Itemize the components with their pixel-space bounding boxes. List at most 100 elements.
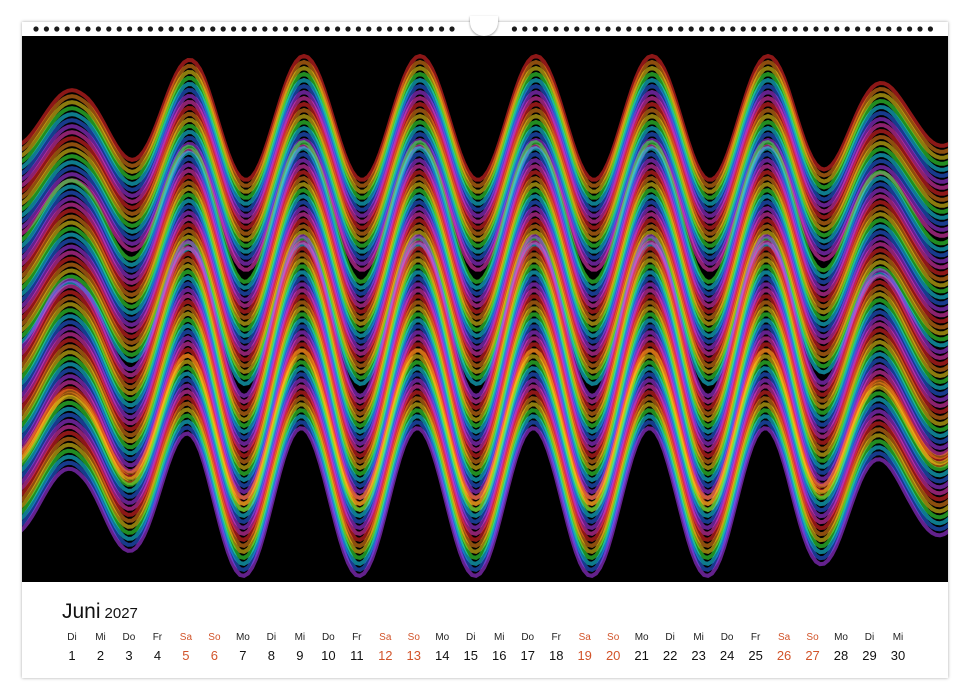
binding-loop xyxy=(189,26,195,32)
binding-loop xyxy=(761,26,767,32)
weekday-label: Mi xyxy=(892,632,904,643)
binding-loop xyxy=(730,26,736,32)
month-calendar: Juni 2027 Di 1 Mi 2 Do 3 Fr 4 Sa 5 So 6 Mo 7 Di 8 Mi 9 Do 10… xyxy=(22,582,948,678)
binding-loop xyxy=(231,26,237,32)
binding-loop xyxy=(418,26,424,32)
binding-loop xyxy=(262,26,268,32)
binding-loop xyxy=(33,26,39,32)
day-cell: Sa 5 xyxy=(172,630,200,666)
binding-loop xyxy=(553,26,559,32)
day-cell: Sa 19 xyxy=(571,630,599,666)
binding-loop xyxy=(574,26,580,32)
weekday-label: Fr xyxy=(152,632,163,643)
weekday-label: Mi xyxy=(493,632,505,643)
binding-loop xyxy=(626,26,632,32)
day-cell: Do 10 xyxy=(314,630,342,666)
day-cell: So 6 xyxy=(200,630,228,666)
day-number: 12 xyxy=(378,648,393,663)
light-wave-artwork xyxy=(22,53,948,579)
binding-loop xyxy=(43,26,49,32)
binding-loop xyxy=(855,26,861,32)
binding-loop xyxy=(532,26,538,32)
binding-loop xyxy=(283,26,289,32)
weekday-label: Mo xyxy=(634,632,649,643)
weekday-label: Do xyxy=(521,632,535,643)
binding-loop xyxy=(595,26,601,32)
binding-loop xyxy=(813,26,819,32)
binding-loop xyxy=(543,26,549,32)
binding-loop xyxy=(834,26,840,32)
weekday-label: Do xyxy=(720,632,734,643)
binding-loop xyxy=(844,26,850,32)
day-cell: So 27 xyxy=(799,630,827,666)
day-number: 14 xyxy=(435,648,450,663)
binding-loop xyxy=(335,26,341,32)
binding-loop xyxy=(314,26,320,32)
day-cell: Fr 25 xyxy=(742,630,770,666)
day-number: 11 xyxy=(350,648,364,663)
weekday-label: Di xyxy=(266,632,277,643)
day-cell: Di 29 xyxy=(856,630,884,666)
weekday-label: Mo xyxy=(834,632,848,643)
binding-loop xyxy=(740,26,746,32)
binding-loop xyxy=(667,26,674,32)
binding-loop xyxy=(355,26,361,32)
day-cell: Di 22 xyxy=(656,630,684,666)
binding-loop xyxy=(54,26,60,32)
day-number: 5 xyxy=(182,648,190,663)
day-cell: Mi 2 xyxy=(86,630,114,666)
weekday-label: Fr xyxy=(551,632,561,643)
binding-loops xyxy=(33,26,934,32)
binding-loop xyxy=(647,26,653,32)
binding-loop xyxy=(106,26,112,32)
binding-loop xyxy=(688,26,694,32)
day-number: 7 xyxy=(239,648,247,663)
day-number: 2 xyxy=(96,648,105,663)
binding-loop xyxy=(75,26,81,32)
binding-loop xyxy=(199,26,205,32)
day-cell: Di 1 xyxy=(58,630,86,666)
weekday-label: Mi xyxy=(95,632,106,643)
binding-loop xyxy=(782,26,788,32)
binding-loop xyxy=(792,26,798,32)
binding-loop xyxy=(709,26,715,32)
month-title: Juni 2027 xyxy=(62,600,138,624)
day-cell: Di 15 xyxy=(457,630,485,666)
weekday-label: So xyxy=(407,632,420,643)
weekday-label: Fr xyxy=(352,632,362,643)
binding-loop xyxy=(366,26,372,32)
day-cell: Fr 18 xyxy=(542,630,570,666)
day-cell: Mo 28 xyxy=(827,630,855,666)
weekday-label: Mi xyxy=(294,632,306,643)
binding-loop xyxy=(85,26,91,32)
wave-photo xyxy=(22,36,948,582)
day-number: 8 xyxy=(267,648,275,663)
binding-loop xyxy=(823,26,830,32)
binding-loop xyxy=(439,26,445,32)
day-grid: Di 1 Mi 2 Do 3 Fr 4 Sa 5 So 6 Mo 7 Di 8 Mi 9 Do 10 Fr 11 Sa 12 S… xyxy=(22,630,948,670)
binding-loop xyxy=(158,26,164,32)
day-number: 21 xyxy=(634,648,649,663)
day-cell: Do 3 xyxy=(115,630,143,666)
day-number: 17 xyxy=(520,648,535,663)
binding-loop xyxy=(397,26,403,32)
binding-loop xyxy=(116,26,122,32)
day-number: 27 xyxy=(805,648,820,663)
day-cell: So 20 xyxy=(599,630,627,666)
day-number: 24 xyxy=(719,648,735,663)
binding-loop xyxy=(127,26,133,32)
hanger-hole xyxy=(470,16,498,36)
weekday-label: Do xyxy=(122,632,136,643)
binding-loop xyxy=(251,26,257,32)
month-year: 2027 xyxy=(104,605,138,622)
weekday-label: So xyxy=(806,632,819,643)
day-cell: Mi 23 xyxy=(685,630,713,666)
day-cell: Mo 21 xyxy=(628,630,656,666)
day-number: 26 xyxy=(776,648,792,663)
wire-binding xyxy=(22,16,948,36)
binding-loop xyxy=(751,26,757,32)
day-number: 30 xyxy=(890,648,906,663)
day-number: 4 xyxy=(153,648,162,663)
day-number: 22 xyxy=(662,648,678,663)
binding-loop xyxy=(376,26,382,32)
